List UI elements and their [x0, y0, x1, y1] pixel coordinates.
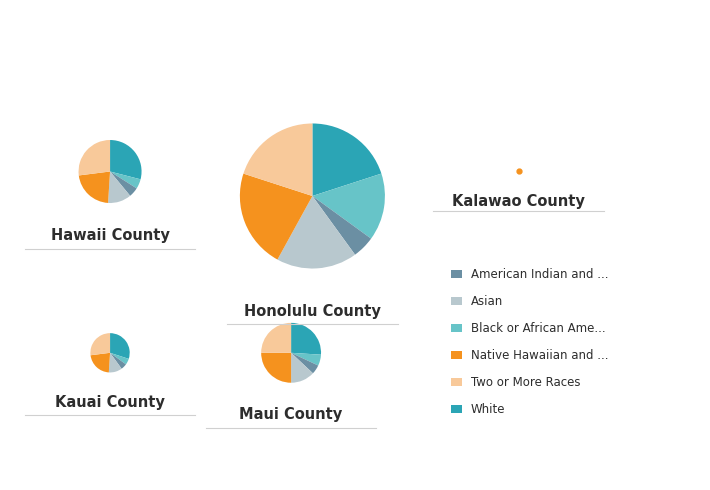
Wedge shape [244, 123, 312, 196]
Wedge shape [312, 123, 381, 196]
Wedge shape [79, 140, 110, 175]
Text: Honolulu County: Honolulu County [244, 304, 381, 319]
Wedge shape [240, 173, 312, 260]
Wedge shape [109, 353, 121, 372]
Wedge shape [110, 353, 126, 368]
Wedge shape [291, 353, 321, 366]
Text: Asian: Asian [471, 295, 503, 308]
Wedge shape [110, 140, 141, 179]
Wedge shape [110, 172, 136, 196]
Wedge shape [312, 196, 371, 255]
Wedge shape [261, 353, 291, 383]
Wedge shape [278, 196, 355, 269]
Text: Kauai County: Kauai County [55, 394, 165, 410]
Text: Maui County: Maui County [239, 407, 343, 422]
Wedge shape [312, 173, 385, 239]
Wedge shape [110, 333, 130, 359]
Wedge shape [91, 353, 110, 372]
Text: Kalawao County: Kalawao County [452, 194, 585, 209]
Wedge shape [110, 172, 141, 188]
Wedge shape [79, 172, 110, 203]
Text: White: White [471, 403, 506, 416]
Wedge shape [110, 353, 129, 365]
Wedge shape [291, 323, 321, 355]
Wedge shape [108, 172, 130, 203]
Wedge shape [261, 323, 291, 353]
Wedge shape [291, 353, 313, 383]
Text: Black or African Ame...: Black or African Ame... [471, 322, 606, 335]
Text: American Indian and ...: American Indian and ... [471, 268, 608, 281]
Wedge shape [90, 333, 110, 355]
Text: Two or More Races: Two or More Races [471, 376, 580, 389]
Text: Native Hawaiian and ...: Native Hawaiian and ... [471, 349, 608, 362]
Wedge shape [291, 353, 318, 373]
Text: Hawaii County: Hawaii County [50, 228, 170, 243]
